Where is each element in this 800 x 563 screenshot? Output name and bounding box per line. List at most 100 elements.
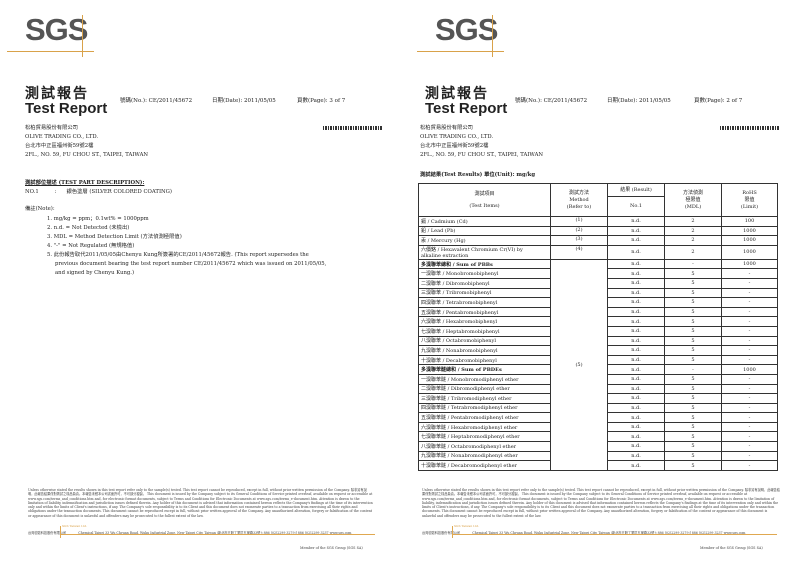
barcode (720, 126, 780, 130)
mdl-value: 5 (664, 306, 722, 318)
table-row: 一溴聯苯 / Monobromobiphenyl n.d. 5- (418, 268, 778, 279)
member-text: Member of the SGS Group (SGS SA) (300, 546, 363, 550)
test-item: 二溴聯苯 / Dibromobiphenyl (418, 277, 551, 289)
report-date: 日期(Date): 2011/05/05 (212, 98, 276, 104)
client-block: 松柏貿易股份有限公司 OLIVE TRADING CO., LTD. 台北市中正… (25, 124, 148, 160)
test-item: 四溴聯苯 / Tetrabromobiphenyl (418, 297, 551, 308)
test-item: 十溴聯苯醚 / Decabromodiphenyl ether (418, 460, 551, 471)
test-item: 七溴聯苯醚 / Heptabromodiphenyl ether (418, 431, 551, 443)
part-desc: 銀色塗層 (SILVER COLORED COATING) (66, 189, 172, 195)
page-number: 頁數(Page): 2 of 7 (694, 98, 743, 104)
barcode (323, 126, 383, 130)
test-item: 七溴聯苯 / Heptabromobiphenyl (418, 325, 551, 337)
method-ref-merged: (5) (550, 258, 608, 471)
result-value: n.d. (607, 235, 665, 246)
method-ref: (1) (550, 216, 608, 227)
title-cn: 測試報告 (425, 86, 489, 102)
header-method: 測試方法 Method (Refer to) (550, 183, 608, 217)
limit-value: - (721, 431, 778, 443)
mdl-value: 5 (664, 277, 722, 289)
result-value: n.d. (607, 421, 665, 433)
footer-company: 台灣檢驗科技股份有限公司 Chemical Taipei 33 Wu Chyuan… (28, 530, 351, 535)
result-value: n.d. (607, 450, 665, 462)
note-item: and signed by Chenyu Kung.) (55, 270, 135, 276)
note-item: 2. n.d. = Not Detected (未檢出) (47, 225, 130, 231)
report-page-3: SGS 測試報告 Test Report 號碼(No.): CE/2011/45… (7, 10, 383, 550)
test-item: 三溴聯苯醚 / Tribromodiphenyl ether (418, 393, 551, 404)
limit-value: - (721, 316, 778, 327)
client-name-en: OLIVE TRADING CO., LTD. (25, 134, 99, 140)
note-heading: 備註(Note): (25, 206, 55, 212)
result-value: n.d. (607, 402, 665, 414)
test-item: 二溴聯苯醚 / Dibromodiphenyl ether (418, 383, 551, 395)
title-cn: 測試報告 (25, 86, 89, 102)
member-text: Member of the SGS Group (SGS SA) (700, 546, 763, 550)
mdl-value: 5 (664, 335, 722, 347)
result-value: n.d. (607, 345, 665, 356)
note-item: previous document bearing the test repor… (55, 261, 327, 267)
limit-value: - (721, 277, 778, 289)
result-value: n.d. (607, 325, 665, 337)
limit-value: 1000 (721, 225, 778, 237)
disclaimer: Unless otherwise stated the results show… (28, 488, 373, 518)
result-value: n.d. (607, 393, 665, 404)
report-page-2: SGS 測試報告 Test Report 號碼(No.): CE/2011/45… (410, 0, 800, 563)
result-value: n.d. (607, 373, 665, 385)
test-item: 六溴聯苯醚 / Hexabromodiphenyl ether (418, 421, 551, 433)
company-cn: 台灣檢驗科技股份有限公司 (422, 531, 461, 535)
mdl-value: 5 (664, 431, 722, 443)
test-item: 六溴聯苯 / Hexabromobiphenyl (418, 316, 551, 327)
table-row: 鎘 / Cadmium (Cd) (1) n.d. 2 100 (418, 216, 778, 227)
table-row: 多溴聯苯總和 / Sum of PBBs (5) n.d. -1000 (418, 258, 778, 471)
header-test-items: 測試項目 (Test Items) (418, 183, 551, 217)
result-value: n.d. (607, 244, 665, 260)
limit-value: - (721, 421, 778, 433)
mdl-value: 5 (664, 441, 722, 452)
limit-value: - (721, 345, 778, 356)
mdl-value: 5 (664, 402, 722, 414)
method-ref: (2) (550, 225, 608, 237)
result-value: n.d. (607, 431, 665, 443)
company-cn: 台灣檢驗科技股份有限公司 (28, 531, 67, 535)
test-item: 一溴聯苯 / Monobromobiphenyl (418, 268, 551, 279)
result-value: n.d. (607, 225, 665, 237)
footer-company: 台灣檢驗科技股份有限公司 Chemical Taipei 33 Wu Chyuan… (422, 530, 745, 535)
page-number: 頁數(Page): 3 of 7 (297, 98, 346, 104)
mdl-value: 5 (664, 450, 722, 462)
limit-value: - (721, 373, 778, 385)
mdl-value: 5 (664, 354, 722, 366)
test-item: 九溴聯苯 / Nonabromobiphenyl (418, 345, 551, 356)
results-table: 測試項目 (Test Items) 測試方法 Method (Refer to) 結果… (418, 183, 778, 471)
mdl-value: 5 (664, 345, 722, 356)
disclaimer: Unless otherwise stated the results show… (422, 488, 780, 518)
test-item: 八溴聯苯 / Octabromobiphenyl (418, 335, 551, 347)
result-value: n.d. (607, 460, 665, 471)
footer-address: Chemical Taipei 33 Wu Chyuan Road, Wuku … (78, 531, 352, 535)
client-name-en: OLIVE TRADING CO., LTD. (420, 134, 494, 140)
result-value: n.d. (607, 412, 665, 423)
test-item: 六價鉻 / Hexavalent Chromium Cr(VI) by alkal… (418, 244, 551, 260)
method-ref: (4) (550, 244, 608, 260)
limit-value: 1000 (721, 258, 778, 270)
test-item: 鎘 / Cadmium (Cd) (418, 216, 551, 227)
sgs-logo: SGS (7, 10, 95, 57)
result-value: n.d. (607, 297, 665, 308)
limit-value: 1000 (721, 244, 778, 260)
mdl-value: 5 (664, 460, 722, 471)
limit-value: 1000 (721, 364, 778, 375)
test-item: 三溴聯苯 / Tribromobiphenyl (418, 287, 551, 299)
result-value: n.d. (607, 316, 665, 327)
result-value: n.d. (607, 335, 665, 347)
header-result-no: No.1 (607, 196, 665, 217)
report-number: 號碼(No.): CE/2011/45672 (120, 98, 193, 104)
header-limit: RoHS 限值 (Limit) (721, 183, 778, 217)
mdl-value: 5 (664, 316, 722, 327)
limit-value: - (721, 335, 778, 347)
title-en: Test Report (425, 100, 508, 117)
limit-value: - (721, 287, 778, 299)
footer-rule (60, 534, 375, 535)
table-row: 六價鉻 / Hexavalent Chromium Cr(VI) by alkal… (418, 244, 778, 260)
mdl-value: 5 (664, 268, 722, 279)
note-item: 1. mg/kg = ppm；0.1wt% = 1000ppm (47, 216, 149, 222)
part-line: NO.1: 銀色塗層 (SILVER COLORED COATING) (25, 188, 172, 197)
